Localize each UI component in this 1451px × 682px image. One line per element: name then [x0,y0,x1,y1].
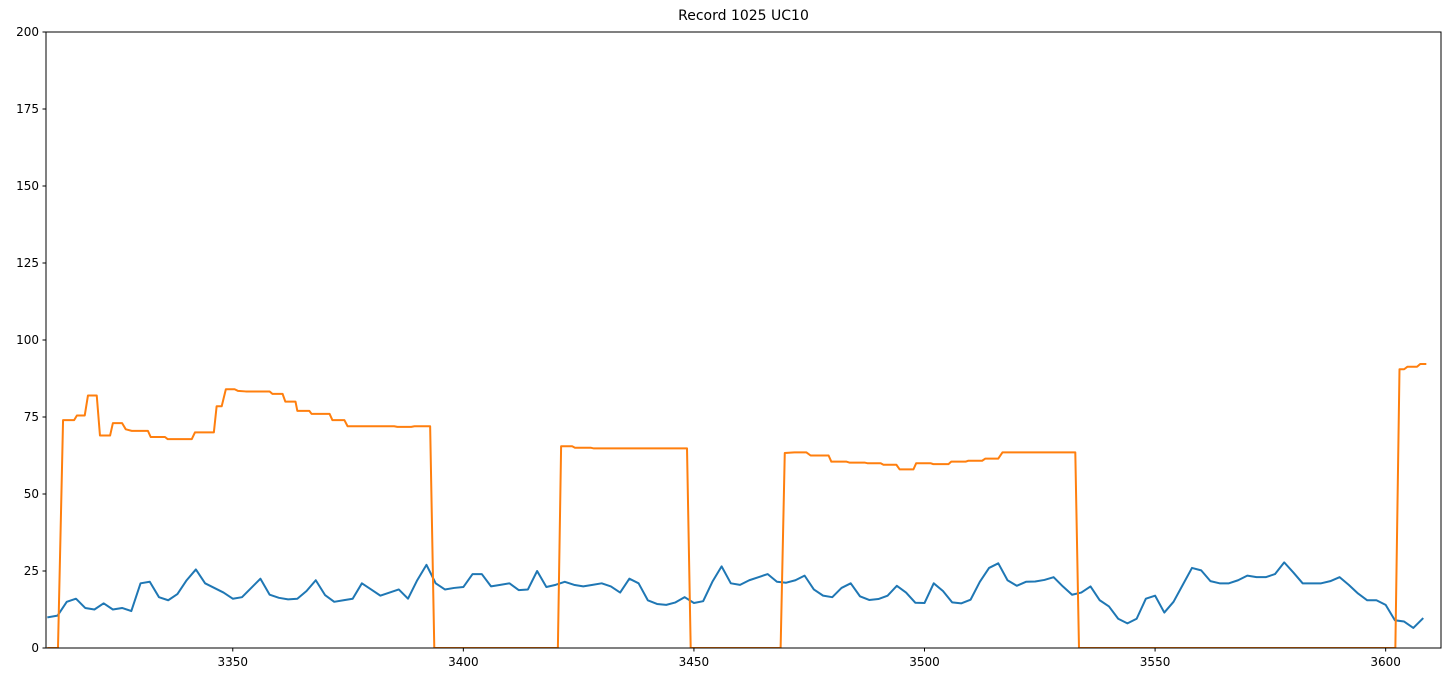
plot-area [47,363,1427,648]
y-tick-label: 175 [16,102,39,116]
x-tick-label: 3600 [1370,655,1401,669]
data-line [47,561,1424,629]
y-tick-label: 25 [24,564,39,578]
y-tick-label: 200 [16,25,39,39]
x-tick-label: 3350 [217,655,248,669]
y-tick-label: 75 [24,410,39,424]
chart-title: Record 1025 UC10 [678,8,809,24]
x-tick-label: 3550 [1140,655,1171,669]
y-tick-label: 100 [16,333,39,347]
x-tick-label: 3450 [679,655,710,669]
x-tick-label: 3500 [909,655,940,669]
y-tick-label: 50 [24,487,39,501]
y-tick-label: 0 [31,641,39,655]
y-tick-label: 150 [16,179,39,193]
y-tick-label: 125 [16,256,39,270]
data-line [47,363,1427,648]
x-tick-label: 3400 [448,655,479,669]
